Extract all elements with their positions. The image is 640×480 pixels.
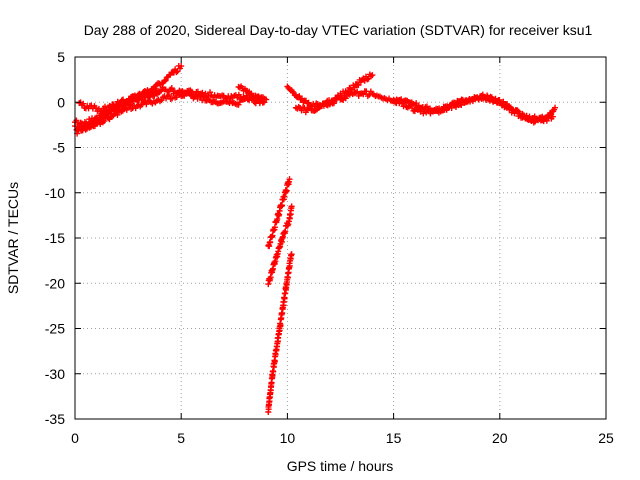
data-point-marker [469, 98, 476, 105]
data-point-marker [103, 112, 110, 119]
data-point-marker [156, 88, 163, 95]
data-point-marker [458, 102, 465, 109]
data-point-marker [288, 203, 295, 210]
data-point-marker [368, 72, 375, 79]
data-point-marker [341, 92, 348, 99]
data-point-marker [369, 72, 376, 79]
data-point-marker [420, 110, 427, 117]
series-track-d [72, 88, 163, 129]
series-track-i [265, 176, 293, 250]
data-point-marker [286, 262, 293, 269]
plot-frame [74, 56, 607, 420]
data-point-marker [351, 84, 358, 91]
x-tick-label: 20 [492, 430, 508, 446]
data-point-marker [484, 92, 491, 99]
y-tick-label: -25 [45, 321, 65, 337]
data-point-marker [525, 116, 532, 123]
data-point-marker [347, 86, 354, 93]
y-tick-label: -35 [45, 411, 65, 427]
x-tick-label: 15 [386, 430, 402, 446]
data-point-marker [178, 63, 185, 70]
chart-title: Day 288 of 2020, Sidereal Day-to-day VTE… [84, 22, 593, 38]
data-point-marker [127, 101, 134, 108]
data-point-marker [434, 106, 441, 113]
data-point-marker [122, 102, 129, 109]
data-point-marker [283, 187, 290, 194]
data-point-marker [235, 91, 242, 98]
x-tick-label: 5 [177, 430, 185, 446]
y-tick-label: -5 [53, 140, 66, 156]
data-point-marker [161, 78, 168, 85]
data-point-marker [114, 105, 121, 112]
y-tick-label: -20 [45, 275, 65, 291]
y-tick-label: -15 [45, 230, 65, 246]
series-track-g [292, 71, 376, 116]
x-tick-label: 25 [598, 430, 614, 446]
grid-lines [75, 57, 606, 419]
data-point-marker [355, 82, 362, 89]
data-point-marker [106, 116, 113, 123]
data-point-marker [169, 95, 176, 102]
data-point-marker [492, 95, 499, 102]
data-point-marker [400, 103, 407, 110]
data-point-marker [500, 98, 507, 105]
data-point-marker [401, 100, 408, 107]
y-tick-label: 0 [57, 94, 65, 110]
y-tick-label: -10 [45, 185, 65, 201]
data-point-marker [254, 93, 261, 100]
data-point-marker [261, 99, 268, 106]
data-point-marker [354, 81, 361, 88]
data-point-marker [199, 89, 206, 96]
y-axis-label: SDTVAR / TECUs [5, 182, 21, 294]
series-track-e [235, 83, 268, 106]
data-point-marker [286, 176, 293, 183]
series-track-j [265, 203, 295, 288]
data-point-marker [532, 118, 539, 125]
data-point-marker [200, 94, 207, 101]
data-point-marker [92, 104, 99, 111]
series-track-h [390, 91, 559, 126]
data-point-marker [270, 368, 277, 375]
data-point-marker [418, 105, 425, 112]
data-point-marker [162, 77, 169, 84]
data-point-marker [207, 89, 214, 96]
data-point-marker [80, 100, 87, 107]
data-point-marker [147, 93, 154, 100]
data-point-marker [289, 88, 296, 95]
y-tick-label: -30 [45, 366, 65, 382]
data-point-marker [288, 251, 295, 258]
data-point-marker [277, 321, 284, 328]
series-track-k [265, 251, 295, 416]
data-point-marker [407, 101, 414, 108]
x-axis-label: GPS time / hours [287, 458, 394, 474]
x-tick-label: 0 [71, 430, 79, 446]
data-point-marker [354, 88, 361, 95]
data-point-marker [278, 202, 285, 209]
data-marks [72, 62, 559, 416]
data-point-marker [271, 224, 278, 231]
data-point-marker [86, 116, 93, 123]
y-tick-label: 5 [57, 49, 65, 65]
data-point-marker [496, 96, 503, 103]
data-point-marker [452, 102, 459, 109]
x-tick-label: 10 [280, 430, 296, 446]
data-point-marker [143, 101, 150, 108]
data-point-marker [151, 92, 158, 99]
data-point-marker [282, 228, 289, 235]
data-point-marker [281, 295, 288, 302]
data-point-marker [515, 108, 522, 115]
data-point-marker [552, 104, 559, 111]
data-point-marker [98, 114, 105, 121]
data-point-marker [173, 69, 180, 76]
data-point-marker [343, 89, 350, 96]
data-point-marker [514, 107, 521, 114]
axis-ticks: 0 5 10 15 20 25 5 0 -5 -10 -15 -20 -25 -30 -35 [45, 49, 614, 446]
data-point-marker [523, 112, 530, 119]
data-point-marker [168, 85, 175, 92]
data-point-marker [194, 95, 201, 102]
data-point-marker [504, 100, 511, 107]
data-point-marker [441, 106, 448, 113]
